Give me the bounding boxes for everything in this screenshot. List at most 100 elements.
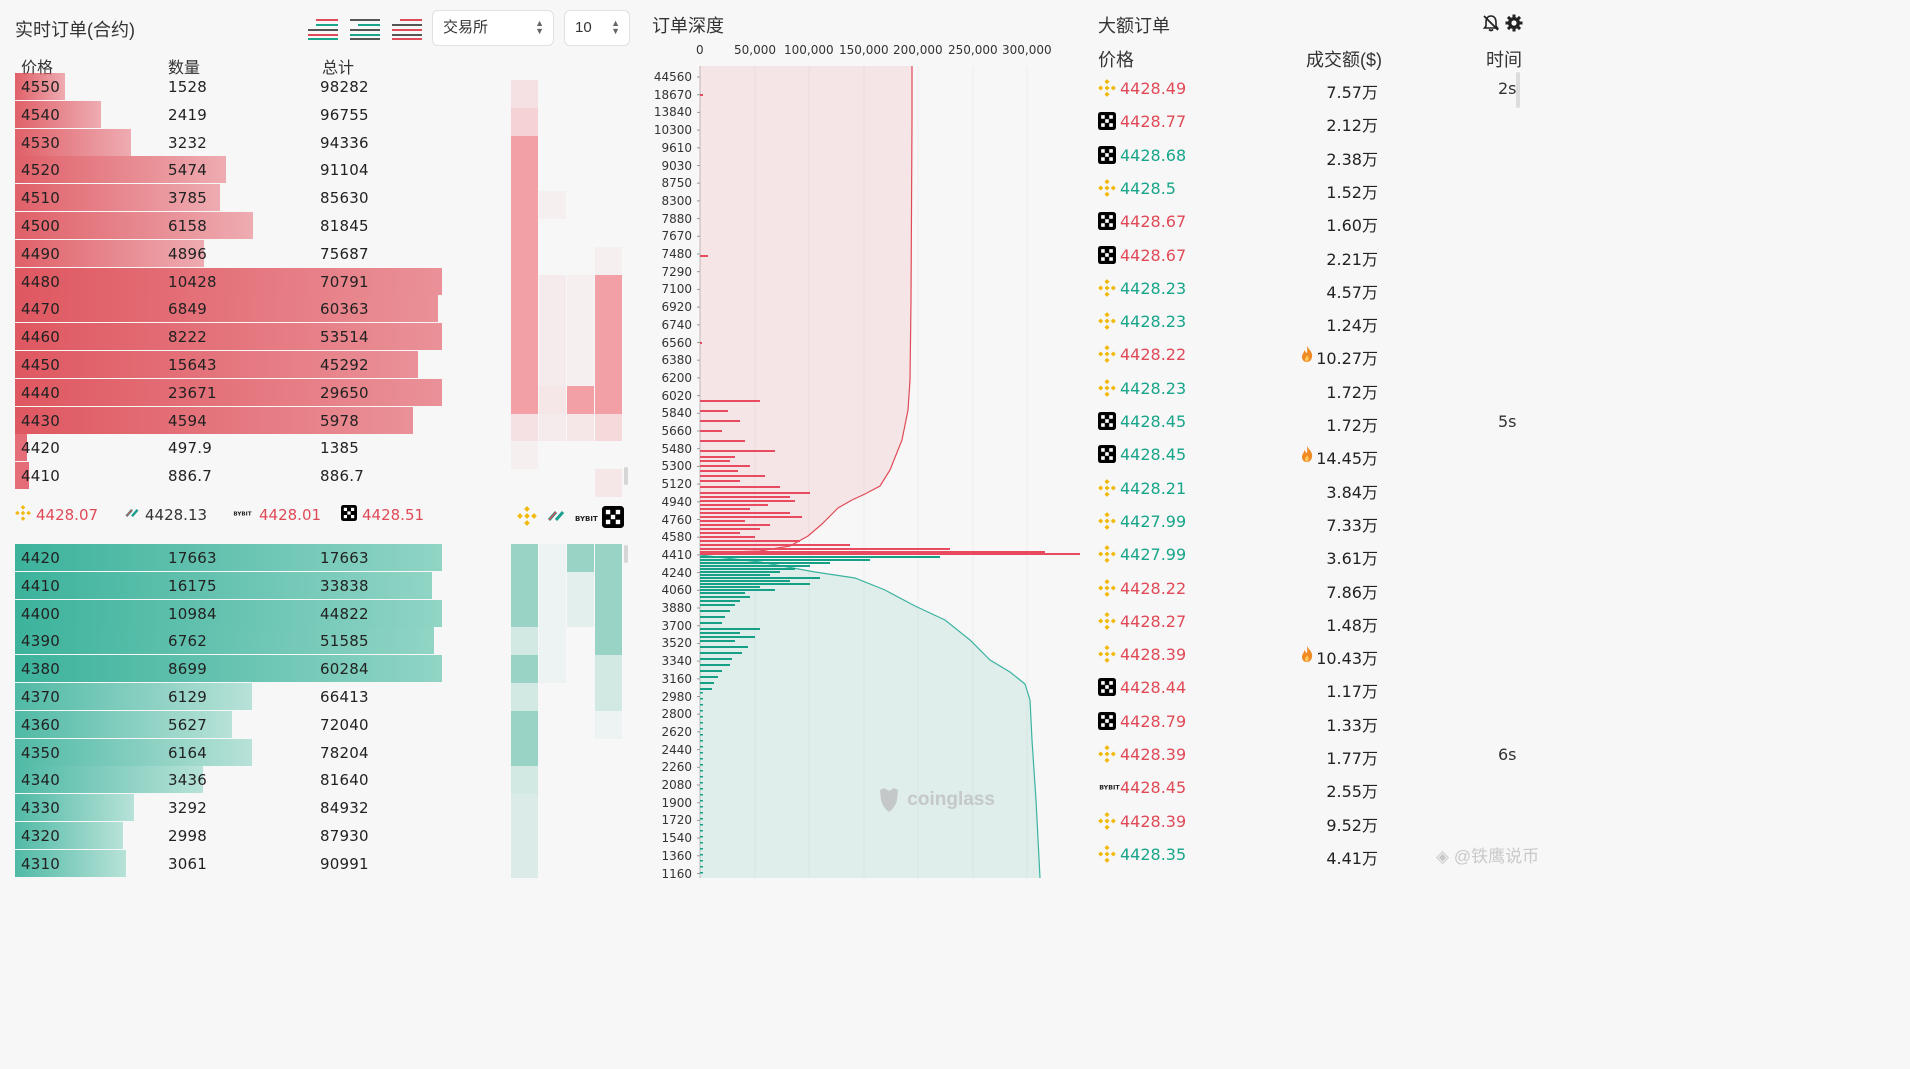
large-order-row[interactable]: 4428.39 1.77万 6s	[1098, 742, 1518, 768]
large-order-row[interactable]: 4427.99 7.33万	[1098, 509, 1518, 535]
svg-text:BYBIT: BYBIT	[575, 515, 598, 523]
ask-level-bar	[700, 255, 708, 257]
gear-icon[interactable]	[1505, 14, 1523, 32]
bid-row[interactable]: 4410 16175 33838	[15, 571, 455, 599]
large-order-row[interactable]: 4428.49 7.57万 2s	[1098, 76, 1518, 102]
order-time: 2s	[1498, 79, 1517, 98]
y-tick-label: 4940	[661, 494, 692, 509]
heatmap-cell	[539, 599, 566, 628]
y-tick-label: 3700	[661, 618, 692, 633]
large-order-row[interactable]: 4428.44 1.17万	[1098, 675, 1518, 701]
large-order-row[interactable]: 4428.22 7.86万	[1098, 576, 1518, 602]
ask-row[interactable]: 4470 6849 60363	[15, 295, 455, 323]
bid-row[interactable]: 4330 3292 84932	[15, 794, 455, 822]
large-order-row[interactable]: 4428.35 4.41万	[1098, 842, 1518, 868]
scrollbar-thumb[interactable]	[624, 467, 628, 485]
x-tick-label: 200,000	[893, 43, 943, 57]
bid-row[interactable]: 4370 6129 66413	[15, 683, 455, 710]
exchange-select[interactable]: 交易所 ▲ ▼	[432, 10, 554, 46]
binance-icon	[1098, 478, 1116, 497]
depth-step-select[interactable]: 10 ▲ ▼	[564, 10, 630, 46]
bid-row[interactable]: 4360 5627 72040	[15, 710, 455, 738]
ask-row[interactable]: 4440 23671 29650	[15, 378, 455, 406]
bybit-icon: BYBIT	[1098, 778, 1120, 796]
svg-text:BYBIT: BYBIT	[1099, 785, 1120, 792]
bid-row[interactable]: 4350 6164 78204	[15, 738, 455, 766]
ask-row[interactable]: 4490 4896 75687	[15, 239, 455, 267]
order-amount: 7.33万	[1326, 515, 1378, 535]
large-order-row[interactable]: 4428.39 9.52万	[1098, 809, 1518, 835]
bid-level-bar	[700, 658, 732, 660]
ask-row[interactable]: 4500 6158 81845	[15, 212, 455, 239]
ask-row[interactable]: 4430 4594 5978	[15, 406, 455, 434]
scrollbar-thumb[interactable]	[1516, 72, 1520, 108]
heatmap-cell	[539, 413, 566, 442]
bid-row[interactable]: 4310 3061 90991	[15, 849, 455, 877]
large-order-row[interactable]: 4428.39 10.43万	[1098, 642, 1518, 668]
ask-row[interactable]: 4520 5474 91104	[15, 156, 455, 184]
order-price: 4428.23	[1120, 278, 1187, 298]
binance-icon	[1098, 512, 1116, 530]
y-tick-label: 18670	[653, 87, 692, 102]
exchange-price[interactable]: 4428.07	[15, 505, 98, 527]
bid-row[interactable]: 4390 6762 51585	[15, 627, 455, 655]
ask-row[interactable]: 4420 497.9 1385	[15, 434, 455, 462]
ask-level-bar	[700, 465, 750, 467]
view-asks-button[interactable]	[392, 16, 422, 40]
order-amount: 1.72万	[1326, 382, 1378, 402]
row-qty: 17663	[168, 549, 217, 567]
ask-level-bar	[700, 532, 740, 534]
row-price: 4500	[21, 217, 60, 235]
bell-off-icon[interactable]	[1482, 14, 1500, 32]
large-order-row[interactable]: 4428.45 1.72万 5s	[1098, 409, 1518, 435]
large-order-row[interactable]: 4428.68 2.38万	[1098, 143, 1518, 169]
bid-row[interactable]: 4320 2998 87930	[15, 822, 455, 849]
exchange-price[interactable]: BYBIT 4428.01	[232, 505, 321, 527]
bid-row[interactable]: 4400 10984 44822	[15, 599, 455, 627]
large-order-row[interactable]: 4428.23 1.72万	[1098, 376, 1518, 402]
large-order-row[interactable]: 4428.27 1.48万	[1098, 609, 1518, 635]
ask-row[interactable]: 4550 1528 98282	[15, 73, 455, 100]
exchange-price[interactable]: 4428.51	[341, 505, 424, 527]
large-order-row[interactable]: 4428.79 1.33万	[1098, 709, 1518, 735]
binance-icon	[15, 505, 31, 525]
ask-row[interactable]: 4540 2419 96755	[15, 100, 455, 128]
large-order-row[interactable]: 4428.23 4.57万	[1098, 276, 1518, 302]
row-qty: 6129	[168, 688, 207, 706]
large-order-row[interactable]: BYBIT 4428.45 2.55万	[1098, 775, 1518, 801]
bid-row[interactable]: 4340 3436 81640	[15, 766, 455, 794]
large-order-row[interactable]: 4428.77 2.12万	[1098, 109, 1518, 135]
row-qty: 15643	[168, 356, 217, 374]
y-tick-label: 7880	[661, 211, 692, 226]
large-order-row[interactable]: 4427.99 3.61万	[1098, 542, 1518, 568]
view-both-button[interactable]	[308, 16, 338, 40]
bid-row[interactable]: 4420 17663 17663	[15, 544, 455, 571]
large-order-row[interactable]: 4428.67 2.21万	[1098, 243, 1518, 269]
y-tick-label: 2800	[661, 707, 692, 722]
x-tick-label: 50,000	[734, 43, 776, 57]
ask-row[interactable]: 4510 3785 85630	[15, 184, 455, 212]
heatmap-cell	[567, 544, 594, 572]
y-tick-label: 7290	[661, 264, 692, 279]
scrollbar-thumb[interactable]	[624, 545, 628, 563]
ask-row[interactable]: 4530 3232 94336	[15, 128, 455, 156]
exchange-price[interactable]: 4428.13	[124, 505, 207, 527]
large-order-row[interactable]: 4428.22 10.27万	[1098, 342, 1518, 368]
y-tick-label: 3340	[661, 654, 692, 669]
ask-row[interactable]: 4460 8222 53514	[15, 323, 455, 351]
ask-row[interactable]: 4410 886.7 886.7	[15, 462, 455, 490]
watermark-logo-icon: ◈	[1436, 847, 1450, 866]
ask-row[interactable]: 4480 10428 70791	[15, 267, 455, 295]
ask-row[interactable]: 4450 15643 45292	[15, 351, 455, 378]
large-order-row[interactable]: 4428.23 1.24万	[1098, 309, 1518, 335]
heatmap-cell	[595, 599, 622, 628]
row-price: 4420	[21, 439, 60, 458]
large-order-row[interactable]: 4428.67 1.60万	[1098, 209, 1518, 235]
large-order-row[interactable]: 4428.45 14.45万	[1098, 442, 1518, 468]
bid-row[interactable]: 4380 8699 60284	[15, 655, 455, 683]
view-bids-button[interactable]	[350, 16, 380, 40]
large-order-row[interactable]: 4428.5 1.52万	[1098, 176, 1518, 202]
large-order-row[interactable]: 4428.21 3.84万	[1098, 476, 1518, 502]
row-qty: 4594	[168, 411, 207, 430]
quantity-bar	[15, 128, 131, 156]
